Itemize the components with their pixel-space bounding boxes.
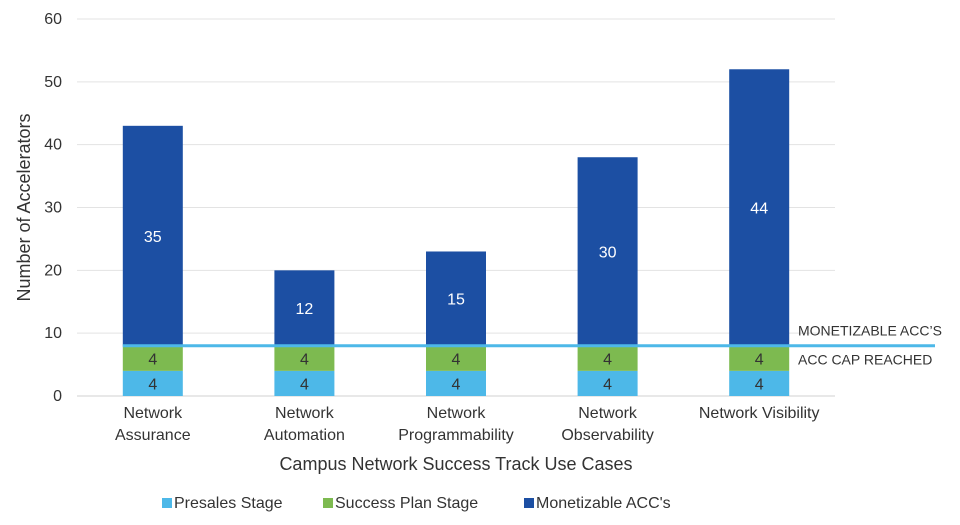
bar-value-label: 12 xyxy=(296,301,314,318)
x-tick-label: Network xyxy=(275,405,335,422)
bar-value-label: 15 xyxy=(447,292,465,309)
bar-value-label: 30 xyxy=(599,244,617,261)
bar-value-label: 4 xyxy=(603,376,612,393)
y-tick-label: 20 xyxy=(44,262,62,279)
legend-label: Monetizable ACC's xyxy=(536,495,671,512)
bar-value-label: 44 xyxy=(750,201,768,218)
y-tick-label: 10 xyxy=(44,325,62,342)
bar-segment xyxy=(577,370,638,396)
bar-value-label: 4 xyxy=(755,351,764,368)
bar-segment xyxy=(577,157,638,346)
x-tick-label: Automation xyxy=(264,427,345,444)
bar-segment xyxy=(577,345,638,371)
reference-line-group: MONETIZABLE ACC’S ACC CAP REACHED xyxy=(122,323,942,368)
bar-value-label: 4 xyxy=(603,351,612,368)
y-axis-ticks: 0 10 20 30 40 50 60 xyxy=(44,11,62,405)
legend-swatch xyxy=(162,498,172,508)
bar-value-label: 35 xyxy=(144,229,162,246)
x-tick-label: Network Visibility xyxy=(699,405,820,422)
x-tick-label: Network xyxy=(427,405,487,422)
legend: Presales Stage Success Plan Stage Monetiza… xyxy=(162,495,671,512)
bar-segment xyxy=(274,370,335,396)
legend-label: Presales Stage xyxy=(174,495,283,512)
legend-swatch xyxy=(524,498,534,508)
x-tick-label: Observability xyxy=(561,427,653,444)
y-tick-label: 40 xyxy=(44,137,62,154)
y-axis-title: Number of Accelerators xyxy=(14,113,34,301)
bar-segment xyxy=(274,270,335,346)
legend-label: Success Plan Stage xyxy=(335,495,478,512)
x-axis-title: Campus Network Success Track Use Cases xyxy=(279,454,632,474)
bar-segment xyxy=(274,345,335,371)
bar-value-label: 4 xyxy=(300,351,309,368)
x-tick-label: Network xyxy=(578,405,638,422)
y-tick-label: 50 xyxy=(44,74,62,91)
bar-segment xyxy=(426,251,486,346)
bar-segment xyxy=(729,370,790,396)
x-tick-label: Programmability xyxy=(398,427,514,444)
bar-segment xyxy=(426,370,486,396)
bar-segment xyxy=(729,345,790,371)
legend-swatch xyxy=(323,498,333,508)
x-axis-categories: Network Assurance Network Automation Network… xyxy=(115,405,820,444)
bar-segment xyxy=(122,125,183,346)
bar-segment xyxy=(426,345,486,371)
bar-value-label: 4 xyxy=(755,376,764,393)
x-tick-label: Network xyxy=(123,405,183,422)
bar-value-label: 4 xyxy=(452,376,461,393)
y-tick-label: 0 xyxy=(53,388,62,405)
bar-value-label: 4 xyxy=(148,351,157,368)
bar-value-label: 4 xyxy=(300,376,309,393)
x-tick-label: Assurance xyxy=(115,427,191,444)
reference-label-above: MONETIZABLE ACC’S xyxy=(798,323,942,339)
bar-value-label: 4 xyxy=(148,376,157,393)
reference-label-below: ACC CAP REACHED xyxy=(798,352,932,368)
y-tick-label: 30 xyxy=(44,200,62,217)
bar-value-label: 4 xyxy=(452,351,461,368)
y-tick-label: 60 xyxy=(44,11,62,28)
bar-segment xyxy=(122,345,183,371)
bar-segment xyxy=(122,370,183,396)
bar-segment xyxy=(729,69,790,346)
